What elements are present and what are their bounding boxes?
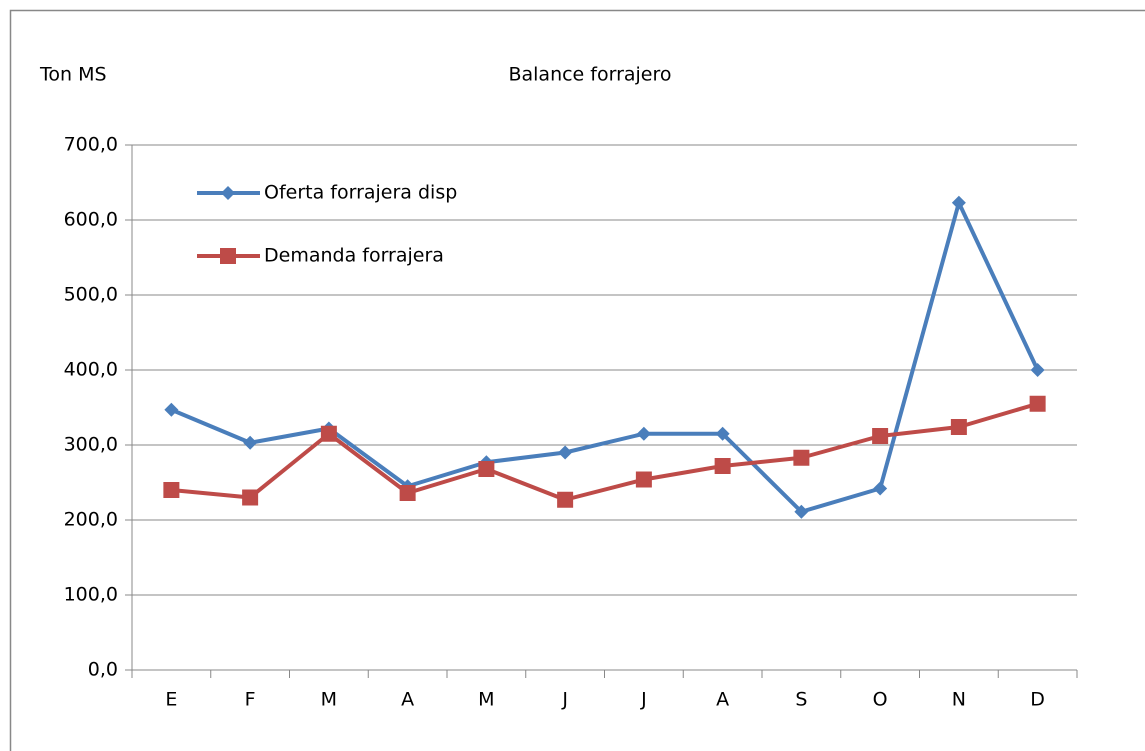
x-tick-label: O bbox=[873, 689, 888, 711]
series-line bbox=[170, 200, 1040, 514]
data-point bbox=[243, 435, 258, 450]
y-tick-label: 400,0 bbox=[64, 359, 118, 381]
y-tick-label: 600,0 bbox=[64, 209, 118, 231]
x-tick-label: J bbox=[640, 689, 647, 711]
data-point bbox=[794, 504, 809, 519]
x-tick-label: D bbox=[1030, 689, 1045, 711]
y-axis-label: Ton MS bbox=[39, 64, 107, 86]
data-point bbox=[1029, 395, 1046, 412]
x-tick-label: J bbox=[561, 689, 568, 711]
data-point bbox=[399, 485, 416, 501]
data-point bbox=[714, 458, 731, 474]
data-point bbox=[636, 426, 651, 441]
y-tick-label: 200,0 bbox=[64, 509, 118, 531]
y-tick-label: 700,0 bbox=[64, 134, 118, 156]
data-point bbox=[164, 402, 179, 417]
legend-label: Demanda forrajera bbox=[264, 245, 444, 267]
y-tick-label: 0,0 bbox=[88, 659, 118, 681]
data-point bbox=[950, 419, 967, 435]
data-point bbox=[478, 461, 495, 477]
series-line bbox=[171, 401, 1039, 502]
data-point bbox=[163, 482, 180, 498]
data-point bbox=[873, 481, 888, 496]
y-tick-label: 500,0 bbox=[64, 284, 118, 306]
chart-frame bbox=[9, 9, 1145, 751]
x-tick-label: A bbox=[401, 689, 414, 711]
data-point bbox=[320, 425, 337, 442]
chart-title: Balance forrajero bbox=[508, 64, 671, 86]
data-point bbox=[715, 426, 730, 441]
x-tick-label: N bbox=[952, 689, 966, 711]
data-point bbox=[793, 449, 810, 466]
y-tick-label: 300,0 bbox=[64, 434, 118, 456]
data-point bbox=[635, 471, 652, 488]
data-point bbox=[558, 445, 573, 460]
y-tick-label: 100,0 bbox=[64, 584, 118, 606]
x-tick-label: M bbox=[321, 689, 337, 711]
data-point bbox=[1030, 363, 1045, 377]
x-tick-label: M bbox=[478, 689, 494, 711]
legend-label: Oferta forrajera disp bbox=[264, 182, 457, 204]
legend-marker bbox=[221, 186, 235, 200]
x-tick-label: A bbox=[716, 689, 729, 711]
data-point bbox=[557, 491, 574, 508]
data-point bbox=[872, 428, 889, 444]
legend-marker bbox=[220, 248, 236, 264]
data-point bbox=[951, 195, 966, 210]
x-tick-label: F bbox=[245, 689, 256, 711]
x-tick-label: E bbox=[165, 689, 177, 711]
data-point bbox=[242, 489, 259, 506]
x-tick-label: S bbox=[795, 689, 807, 711]
